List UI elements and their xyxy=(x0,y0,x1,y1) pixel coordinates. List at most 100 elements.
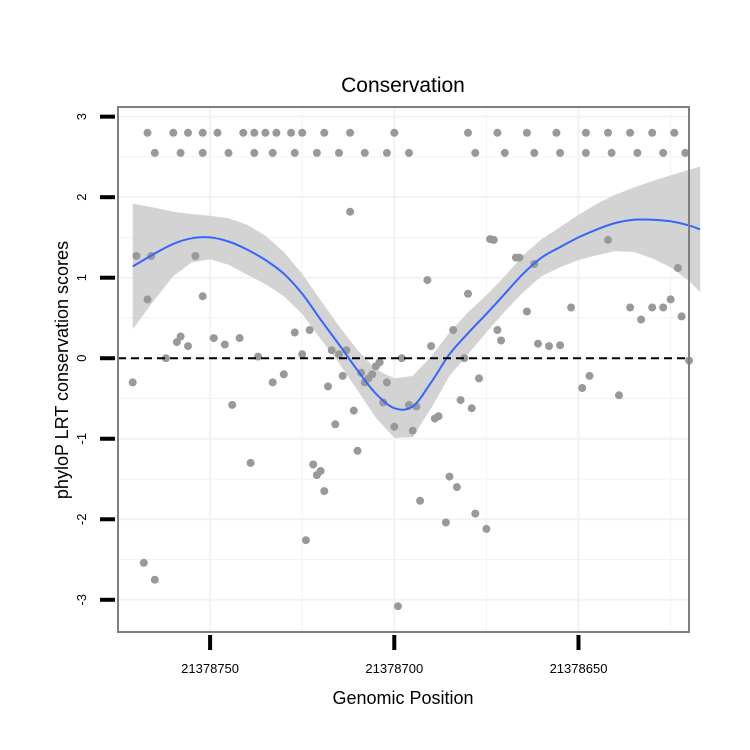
data-point xyxy=(320,128,329,137)
data-point xyxy=(176,148,185,157)
data-point xyxy=(176,332,185,341)
data-point xyxy=(545,342,553,351)
data-point xyxy=(604,128,612,137)
data-point xyxy=(246,458,255,467)
data-point xyxy=(497,336,506,345)
plot-panel-background xyxy=(118,107,689,632)
y-tick-label: -2 xyxy=(74,514,89,526)
data-point xyxy=(298,128,307,137)
data-point xyxy=(239,128,248,137)
data-point xyxy=(261,128,270,137)
data-point xyxy=(382,148,391,157)
data-point xyxy=(423,276,432,285)
data-point xyxy=(312,148,321,157)
data-point xyxy=(475,374,483,383)
data-point xyxy=(626,128,635,137)
data-point xyxy=(220,340,229,349)
data-point xyxy=(301,536,310,545)
data-point xyxy=(150,148,159,157)
data-point xyxy=(467,404,476,413)
data-point xyxy=(445,472,454,481)
data-point xyxy=(309,460,318,469)
data-point xyxy=(493,326,502,334)
data-point xyxy=(677,312,686,321)
data-point xyxy=(235,334,244,343)
data-point xyxy=(666,295,675,304)
data-point xyxy=(353,446,362,455)
data-point xyxy=(382,378,391,387)
data-point xyxy=(335,148,343,157)
data-point xyxy=(471,148,480,157)
plot-panel-border xyxy=(117,106,690,633)
data-point xyxy=(305,326,314,334)
data-point xyxy=(670,128,679,137)
data-point xyxy=(290,148,299,157)
chart-title: Conservation xyxy=(341,74,465,97)
data-point xyxy=(637,315,646,324)
x-tick-label: 21378650 xyxy=(550,661,608,676)
data-point xyxy=(331,420,340,429)
data-point xyxy=(360,148,369,157)
data-point xyxy=(287,128,296,137)
data-point xyxy=(143,128,152,137)
data-point xyxy=(213,128,222,137)
data-point xyxy=(530,148,539,157)
y-axis-ticks: -3 -2 -1 0 1 2 3 xyxy=(74,113,115,606)
data-point xyxy=(534,339,542,348)
data-point xyxy=(578,384,587,392)
data-point xyxy=(368,370,377,379)
data-point xyxy=(489,235,498,244)
data-point xyxy=(633,148,642,157)
data-points xyxy=(128,128,693,611)
data-point xyxy=(320,487,329,496)
data-point xyxy=(191,252,200,260)
y-tick-label: -1 xyxy=(74,433,89,445)
data-point xyxy=(335,350,343,359)
smooth-line xyxy=(132,218,701,411)
data-point xyxy=(464,128,472,137)
data-point xyxy=(500,148,509,157)
data-point xyxy=(357,368,366,377)
data-point xyxy=(184,128,192,137)
data-point xyxy=(209,334,218,343)
data-point xyxy=(464,289,472,298)
data-point xyxy=(515,253,524,262)
data-point xyxy=(408,426,417,435)
data-point xyxy=(272,128,281,137)
data-point xyxy=(132,252,141,260)
data-point xyxy=(441,518,450,527)
data-point xyxy=(228,400,237,409)
data-point xyxy=(397,354,406,363)
data-point xyxy=(522,128,531,137)
data-point xyxy=(493,128,502,137)
data-point xyxy=(449,326,458,334)
data-point xyxy=(556,148,565,157)
y-tick-label: 1 xyxy=(74,274,89,281)
data-point xyxy=(394,602,402,611)
data-point xyxy=(268,148,277,157)
data-point xyxy=(324,382,332,391)
data-point xyxy=(456,396,465,405)
data-point xyxy=(250,128,259,137)
data-point xyxy=(375,358,384,367)
data-point xyxy=(279,370,288,379)
data-point xyxy=(607,148,616,157)
data-point xyxy=(581,148,590,157)
data-point xyxy=(581,128,590,137)
data-point xyxy=(379,398,388,407)
data-point xyxy=(648,128,657,137)
data-point xyxy=(681,148,690,157)
data-point xyxy=(254,352,262,361)
data-point xyxy=(184,342,192,351)
data-point xyxy=(139,558,148,567)
data-point xyxy=(346,128,355,137)
data-point xyxy=(161,354,170,363)
data-point xyxy=(390,128,399,137)
y-tick-label: -3 xyxy=(74,594,89,606)
data-point xyxy=(427,342,436,351)
y-axis-title: phyloP LRT conservation scores xyxy=(52,241,72,499)
data-point xyxy=(626,303,635,312)
x-tick-label: 21378750 xyxy=(181,661,239,676)
data-point xyxy=(604,235,612,244)
